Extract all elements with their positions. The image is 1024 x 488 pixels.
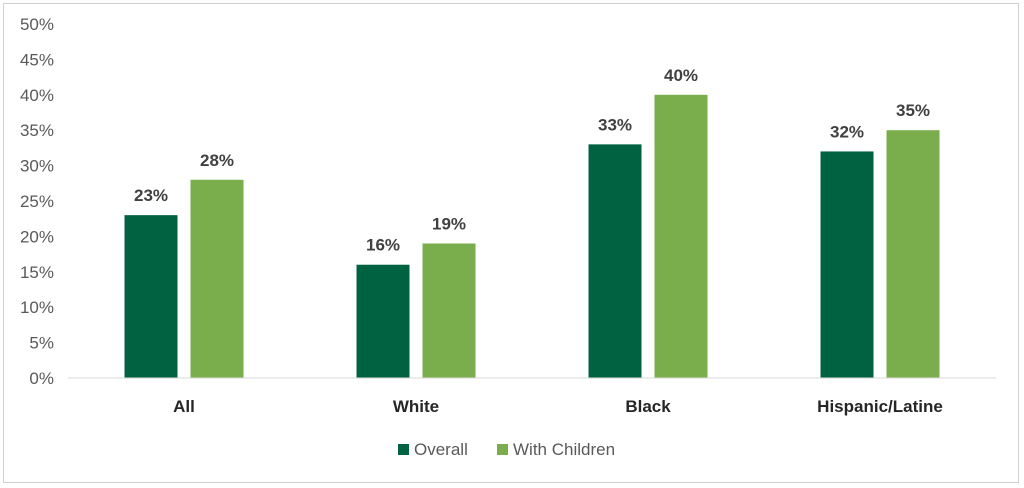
y-tick-label: 10% bbox=[20, 298, 54, 317]
y-tick-label: 40% bbox=[20, 86, 54, 105]
data-label: 19% bbox=[432, 214, 466, 233]
bar-overall bbox=[820, 151, 874, 378]
y-tick-label: 35% bbox=[20, 121, 54, 140]
y-tick-label: 50% bbox=[20, 15, 54, 34]
x-category-label: Hispanic/Latine bbox=[817, 397, 943, 416]
bar-with-children bbox=[654, 94, 708, 379]
x-category-label: Black bbox=[625, 397, 671, 416]
bar-overall bbox=[356, 264, 410, 378]
y-tick-label: 20% bbox=[20, 227, 54, 246]
data-label: 23% bbox=[134, 186, 168, 205]
x-category-label: All bbox=[173, 397, 195, 416]
bar-overall bbox=[124, 215, 178, 378]
y-tick-label: 30% bbox=[20, 157, 54, 176]
bar-with-children bbox=[190, 179, 244, 378]
data-label: 33% bbox=[598, 115, 632, 134]
bar-overall bbox=[588, 144, 642, 378]
data-label: 40% bbox=[664, 66, 698, 85]
data-label: 28% bbox=[200, 151, 234, 170]
y-tick-label: 25% bbox=[20, 192, 54, 211]
legend-label: With Children bbox=[513, 440, 615, 459]
y-tick-label: 15% bbox=[20, 263, 54, 282]
legend-label: Overall bbox=[414, 440, 468, 459]
data-label: 32% bbox=[830, 122, 864, 141]
data-label: 16% bbox=[366, 236, 400, 255]
y-tick-label: 45% bbox=[20, 50, 54, 69]
data-label: 35% bbox=[896, 101, 930, 120]
x-category-label: White bbox=[393, 397, 439, 416]
bar-with-children bbox=[886, 130, 940, 378]
legend-swatch bbox=[398, 444, 409, 455]
legend-swatch bbox=[497, 444, 508, 455]
bar-with-children bbox=[422, 243, 476, 378]
y-tick-label: 0% bbox=[29, 369, 54, 388]
y-tick-label: 5% bbox=[29, 334, 54, 353]
